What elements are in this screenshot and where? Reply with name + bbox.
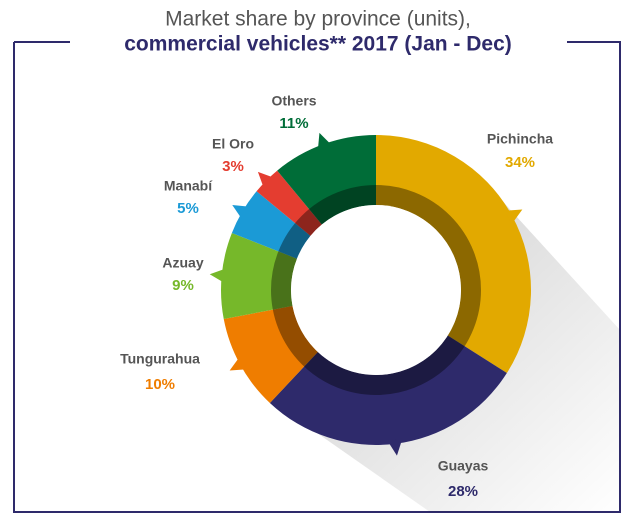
category-label: El Oro [212,136,254,152]
callout-pointer [504,209,523,224]
category-label: Pichincha [487,131,553,147]
donut-segment [221,232,297,320]
callout-pointer [387,438,403,456]
chart-title: Market share by province (units), [165,8,471,31]
value-label: 10% [145,376,175,393]
donut-segment [231,191,311,259]
category-label: Tungurahua [120,351,200,367]
value-label: 11% [279,115,308,132]
donut-segment [256,170,322,236]
value-label: 3% [222,158,244,175]
category-label: Manabí [164,178,213,194]
donut-segment [277,135,376,225]
callout-pointer [209,268,227,284]
category-label: Others [271,93,316,109]
callout-pointer [229,356,248,371]
callout-pointer [232,204,251,220]
donut-segment [223,305,318,403]
donut-segment [376,135,531,374]
value-label: 34% [505,154,535,171]
value-label: 5% [177,200,199,217]
inner-ring [271,185,481,395]
donut-hole [291,205,461,375]
chart-subtitle: commercial vehicles** 2017 (Jan - Dec) [124,33,512,56]
donut-segment [269,335,507,445]
category-label: Guayas [438,458,489,474]
value-label: 28% [448,483,478,500]
callout-pointer [257,171,275,189]
category-label: Azuay [162,255,203,271]
callout-pointer [317,132,333,151]
value-label: 9% [172,277,194,294]
